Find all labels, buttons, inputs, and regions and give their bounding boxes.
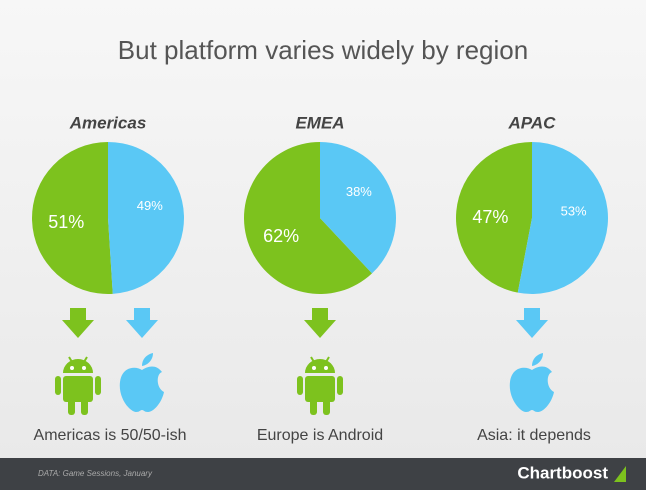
source-note: DATA: Game Sessions, January bbox=[38, 469, 153, 478]
pie-slice bbox=[320, 142, 397, 274]
pie-title: APAC bbox=[508, 113, 557, 132]
pie-slice bbox=[108, 142, 185, 294]
arrow bbox=[126, 308, 158, 338]
value-label: 62% bbox=[263, 226, 299, 246]
brand: Chartboost bbox=[517, 463, 608, 482]
value-label: 49% bbox=[137, 198, 163, 213]
caption: Americas is 50/50-ish bbox=[34, 427, 187, 444]
pie-slice bbox=[517, 142, 608, 294]
pie-slice bbox=[32, 142, 113, 294]
value-label: 51% bbox=[48, 212, 84, 232]
pie-slice bbox=[455, 142, 532, 293]
pie-title: Americas bbox=[69, 113, 147, 132]
caption: Europe is Android bbox=[257, 427, 383, 444]
pie-title: EMEA bbox=[295, 113, 344, 132]
pie-slice bbox=[244, 142, 373, 294]
value-label: 47% bbox=[472, 207, 508, 227]
caption: Asia: it depends bbox=[477, 427, 591, 444]
brand-logo bbox=[614, 466, 626, 482]
slide-title: But platform varies widely by region bbox=[118, 35, 528, 65]
arrow bbox=[304, 308, 336, 338]
arrow bbox=[62, 308, 94, 338]
value-label: 53% bbox=[561, 203, 587, 218]
arrow bbox=[516, 308, 548, 338]
value-label: 38% bbox=[346, 184, 372, 199]
footer-bar bbox=[0, 458, 646, 490]
